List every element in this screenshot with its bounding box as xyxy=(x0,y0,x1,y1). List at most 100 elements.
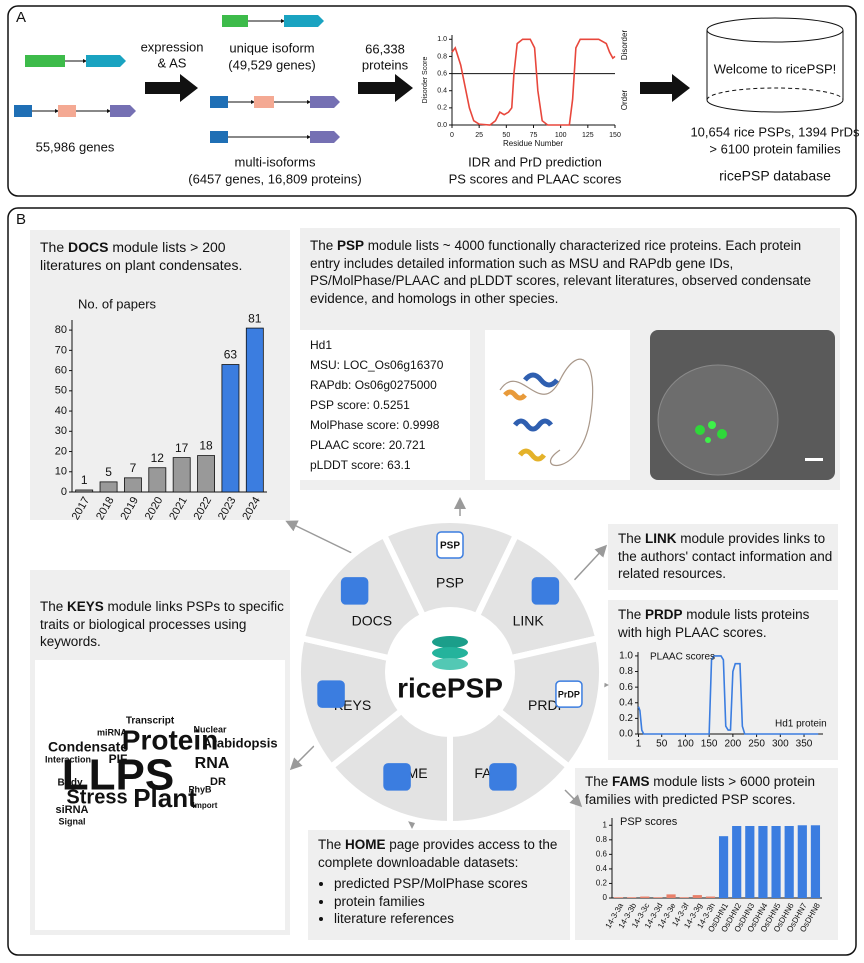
y-tick-label: 0.2 xyxy=(437,105,447,112)
keyword: Signal xyxy=(58,816,85,826)
isoform-title: multi-isoforms xyxy=(235,154,316,169)
bar xyxy=(245,327,264,493)
module-label: DOCS xyxy=(352,612,392,628)
bar xyxy=(627,897,637,898)
entry-card xyxy=(300,330,470,480)
y-tick-label: 40 xyxy=(55,405,67,417)
caption: PS scores and PLAAC scores xyxy=(449,171,622,186)
y-tick-label: 0 xyxy=(603,893,608,902)
value-label: 63 xyxy=(224,348,238,362)
y-tick-label: 1.0 xyxy=(619,651,633,662)
step-label: & AS xyxy=(158,55,187,70)
y-tick-label: 0.0 xyxy=(619,729,633,740)
link-text: The LINK module provides links to the au… xyxy=(618,531,833,582)
panel-label: A xyxy=(16,9,26,26)
bar xyxy=(718,836,729,898)
bar xyxy=(221,364,240,493)
entry-line: RAPdb: Os06g0275000 xyxy=(310,378,437,392)
module-icon xyxy=(317,680,345,708)
keyword: miRNA xyxy=(97,727,128,737)
x-tick-label: 125 xyxy=(582,132,594,139)
entry-line: MolPhase score: 0.9998 xyxy=(310,418,440,432)
keyword: LLPS xyxy=(62,751,174,800)
word-cloud-area xyxy=(35,660,285,930)
keyword: PIF xyxy=(109,752,128,766)
keyword: Stress xyxy=(66,786,127,808)
value-label: 5 xyxy=(105,465,112,479)
panel-a-frame xyxy=(7,5,857,197)
bar xyxy=(797,825,807,898)
bar xyxy=(653,897,663,898)
y-tick-label: 60 xyxy=(55,364,67,376)
keyword: Nuclear xyxy=(193,724,227,734)
home-list: predicted PSP/MolPhase scores protein fa… xyxy=(318,875,568,928)
gene-count: 55,986 genes xyxy=(36,139,115,154)
logo-disk xyxy=(432,658,468,670)
fams-text: The FAMS module lists > 6000 protein fam… xyxy=(585,774,816,807)
icon-label: PrDP xyxy=(558,690,580,700)
module-icon xyxy=(531,577,560,605)
module-icon xyxy=(383,763,411,791)
psp-text: The PSP module lists ~ 4000 functionally… xyxy=(310,238,812,306)
y-tick-label: 0 xyxy=(61,486,67,498)
db-screen: Welcome to ricePSP! xyxy=(714,61,837,76)
bar xyxy=(771,826,781,898)
keyword: RNA xyxy=(195,755,230,772)
bar xyxy=(172,457,191,493)
axis-title: PLAAC scores xyxy=(650,652,715,663)
y-tick-label: 0.4 xyxy=(619,697,633,708)
hub-segment xyxy=(380,517,520,621)
module-label: PSP xyxy=(436,575,464,591)
x-tick-label: 75 xyxy=(530,132,538,139)
bar xyxy=(666,894,676,898)
x-tick-label: 150 xyxy=(609,132,621,139)
x-tick-label: 50 xyxy=(502,132,510,139)
y-tick-label: 0.2 xyxy=(596,879,608,888)
bar xyxy=(692,895,702,898)
value-label: 18 xyxy=(199,439,213,453)
annotation: Hd1 protein xyxy=(775,719,827,730)
keyword: Body xyxy=(58,778,83,789)
value-label: 17 xyxy=(175,441,189,455)
bar xyxy=(99,481,118,493)
axis-title: PSP scores xyxy=(620,816,678,828)
keyword: Transcript xyxy=(126,716,175,727)
y-tick-label: 50 xyxy=(55,385,67,397)
module-icon xyxy=(436,531,464,559)
bar xyxy=(705,896,716,898)
hub: PSPLINKPRDPFAMSHOMEKEYSDOCSPSPPrDPricePS… xyxy=(295,517,605,828)
microscopy-image xyxy=(650,330,835,480)
y-tick-label: 1.0 xyxy=(437,36,447,43)
y-tick-label: 0.4 xyxy=(437,88,447,95)
logo-disk xyxy=(432,647,468,659)
x-tick-label: 1 xyxy=(636,739,642,750)
entry-line: pLDDT score: 63.1 xyxy=(310,458,411,472)
entry-line: Hd1 xyxy=(310,338,332,352)
value-label: 12 xyxy=(151,451,165,465)
bar xyxy=(679,897,689,898)
y-tick-label: 0.8 xyxy=(619,666,633,677)
bar xyxy=(810,825,821,898)
axis-title: Disorder Score xyxy=(422,57,429,104)
y-tick-label: 20 xyxy=(55,445,67,457)
x-tick-label: 200 xyxy=(725,739,742,750)
keyword: PhyB xyxy=(188,784,212,794)
hub-segment xyxy=(295,634,406,771)
hub-center xyxy=(392,614,508,730)
module-icon xyxy=(489,763,517,791)
module-icon xyxy=(555,680,583,708)
y-tick-label: 0.6 xyxy=(437,70,447,77)
step-label: expression xyxy=(141,39,204,54)
bar xyxy=(784,826,794,898)
y-tick-label: 0.8 xyxy=(437,53,447,60)
x-tick-label: 250 xyxy=(748,739,765,750)
bar xyxy=(732,826,742,898)
x-tick-label: 150 xyxy=(701,739,718,750)
y-tick-label: 0.0 xyxy=(437,122,447,129)
home-text: The HOME page provides access to the com… xyxy=(318,836,568,928)
home-item: literature references xyxy=(334,910,568,928)
entry-line: PSP score: 0.5251 xyxy=(310,398,410,412)
bar xyxy=(745,826,755,898)
bar xyxy=(124,477,142,493)
